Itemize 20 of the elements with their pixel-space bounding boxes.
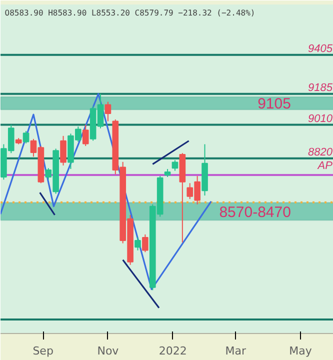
ref-line-label: 8820 bbox=[308, 146, 333, 158]
band-label: 9105 bbox=[258, 96, 291, 113]
candlestick bbox=[104, 101, 112, 122]
ref-line-label: 9185 bbox=[308, 82, 333, 94]
candlestick bbox=[142, 234, 148, 253]
ref-line-label: AP bbox=[316, 160, 333, 172]
candlestick bbox=[82, 124, 89, 147]
candlestick bbox=[22, 130, 30, 144]
candlestick bbox=[172, 160, 178, 172]
x-tick-label: May bbox=[289, 344, 312, 358]
x-tick-label: 2022 bbox=[158, 344, 187, 358]
candlestick bbox=[60, 135, 66, 166]
x-tick-label: Sep bbox=[32, 344, 54, 358]
ref-line-label: 9010 bbox=[308, 112, 333, 125]
annotation: O8583.90 H8583.90 L8553.20 C8579.79 −218.32 (−2.48%) bbox=[4, 8, 256, 18]
band-label: 8570-8470 bbox=[219, 204, 291, 221]
ref-line-label: 9405 bbox=[308, 42, 333, 55]
x-tick-label: Mar bbox=[225, 344, 246, 358]
x-tick-label: Nov bbox=[97, 344, 120, 358]
candlestick bbox=[134, 236, 141, 251]
